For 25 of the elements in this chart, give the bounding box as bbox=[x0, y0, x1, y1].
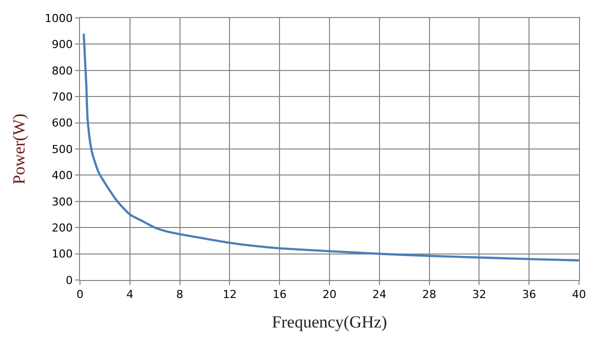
x-tick-label: 16 bbox=[272, 288, 287, 302]
y-tick-label: 800 bbox=[52, 64, 73, 78]
line-series bbox=[82, 32, 579, 262]
x-tick-label: 24 bbox=[372, 288, 386, 302]
x-tick-label: 32 bbox=[472, 288, 486, 302]
y-tick-label: 500 bbox=[52, 142, 73, 156]
x-tick-label: 40 bbox=[572, 288, 586, 302]
x-tick-label: 12 bbox=[222, 288, 237, 302]
y-tick-label: 900 bbox=[52, 38, 73, 52]
y-tick-label: 400 bbox=[52, 169, 73, 182]
x-tick-label: 8 bbox=[176, 288, 184, 302]
y-tick-label: 700 bbox=[52, 90, 73, 104]
x-tick-label: 20 bbox=[322, 288, 336, 302]
y-tick-label: 1000 bbox=[44, 12, 73, 25]
x-tick-label: 4 bbox=[126, 288, 134, 302]
x-tick-label: 36 bbox=[522, 288, 536, 302]
y-axis-title: Power(W) bbox=[9, 114, 28, 184]
y-tick-label: 300 bbox=[52, 195, 73, 208]
x-tick-label: 0 bbox=[76, 288, 84, 302]
x-axis-title: Frequency(GHz) bbox=[272, 312, 388, 332]
y-tick-label: 0 bbox=[66, 274, 73, 287]
y-tick-label: 200 bbox=[52, 221, 73, 234]
x-tick-label: 28 bbox=[422, 288, 436, 302]
y-tick-label: 600 bbox=[52, 116, 73, 130]
y-tick-label: 100 bbox=[52, 248, 73, 261]
